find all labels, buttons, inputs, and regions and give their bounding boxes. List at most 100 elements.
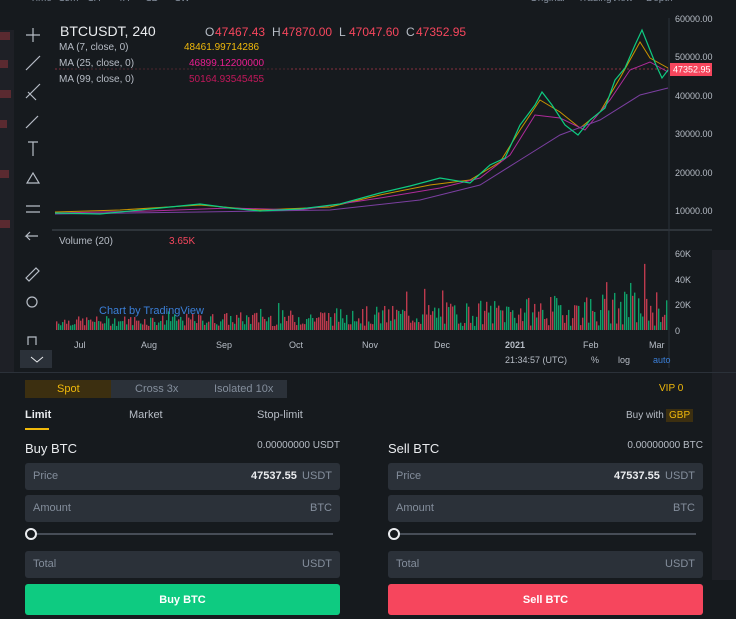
volume-bar xyxy=(612,299,614,330)
volume-bar xyxy=(134,317,136,330)
volume-bar xyxy=(388,309,390,330)
volume-bar xyxy=(510,312,512,330)
volume-bar xyxy=(82,318,84,330)
volume-bar xyxy=(410,322,412,330)
tab-bg2 xyxy=(111,380,287,398)
clock: 21:34:57 (UTC) xyxy=(505,355,568,365)
balance: 0.00000000 BTC xyxy=(627,440,703,451)
volume-bar xyxy=(328,312,330,330)
volume-bar xyxy=(650,305,652,330)
input-label: Total xyxy=(396,558,420,570)
volume-bar xyxy=(546,318,548,330)
volume-bar xyxy=(408,315,410,330)
volume-bar xyxy=(598,325,600,330)
input[interactable]: Price 47537.55 USDT xyxy=(388,463,703,490)
volume-bar xyxy=(228,324,230,330)
input[interactable]: Price 47537.55 USDT xyxy=(25,463,340,490)
volume-bar xyxy=(258,322,260,330)
volume-bar xyxy=(502,310,504,330)
volume-bar xyxy=(480,300,482,330)
tool-column xyxy=(22,18,52,368)
volume-bar xyxy=(226,313,228,330)
margin-tab[interactable]: Isolated 10x xyxy=(214,383,274,395)
volume-bar xyxy=(562,315,564,330)
interval[interactable]: 1D xyxy=(146,0,159,4)
interval[interactable]: Time xyxy=(30,0,52,4)
volume-bar xyxy=(188,317,190,330)
buy-with[interactable]: Buy with xyxy=(626,410,664,421)
volume-bar xyxy=(184,325,186,330)
watermark[interactable]: Chart by TradingView xyxy=(99,305,204,317)
volume-bar xyxy=(592,310,594,330)
volume-bar xyxy=(504,322,506,330)
button[interactable]: Buy BTC xyxy=(25,584,340,615)
volume-tick: 20K xyxy=(675,300,692,310)
input[interactable]: Total USDT xyxy=(388,551,703,578)
chart-control[interactable]: log xyxy=(618,355,631,365)
volume-bar xyxy=(630,282,632,330)
order-type[interactable]: Limit xyxy=(25,409,52,421)
volume-bar xyxy=(528,297,530,330)
volume-bar xyxy=(404,311,406,330)
volume-bar xyxy=(62,322,64,330)
volume-bar xyxy=(200,315,202,330)
volume-bar xyxy=(488,312,490,330)
volume-bar xyxy=(346,314,348,330)
volume-bar xyxy=(146,324,148,330)
volume-bar xyxy=(656,292,658,330)
order-type[interactable]: Stop-limit xyxy=(257,409,303,421)
volume-bar xyxy=(286,321,288,330)
volume-bar xyxy=(300,324,302,330)
volume-bar xyxy=(242,321,244,330)
volume-bar xyxy=(268,317,270,330)
button[interactable]: Sell BTC xyxy=(388,584,703,615)
volume-bar xyxy=(264,318,266,330)
volume-bar xyxy=(164,324,166,330)
interval[interactable]: 1H xyxy=(88,0,101,4)
price-line xyxy=(54,28,669,215)
volume-bar xyxy=(312,317,314,330)
tools[interactable] xyxy=(24,28,41,345)
slider-knob[interactable] xyxy=(25,528,37,540)
volume-bar xyxy=(626,294,628,330)
volume-bar xyxy=(118,321,120,330)
ohlc-key: C xyxy=(406,25,415,39)
volume-bar xyxy=(206,322,208,330)
volume-bar xyxy=(358,318,360,330)
interval[interactable]: 15m xyxy=(59,0,78,4)
view[interactable]: Original xyxy=(530,0,564,4)
price-tick: 10000.00 xyxy=(675,206,713,216)
chart-control[interactable]: auto xyxy=(653,355,671,365)
margin-tab[interactable]: Spot xyxy=(57,383,80,395)
volume-bar xyxy=(290,310,292,330)
volume-bar xyxy=(224,313,226,330)
input-unit: BTC xyxy=(310,502,332,514)
volume-bar xyxy=(326,320,328,330)
order-type[interactable]: Market xyxy=(129,409,163,421)
slider-knob[interactable] xyxy=(388,528,400,540)
volume-bar xyxy=(486,301,488,330)
chart-control[interactable]: % xyxy=(591,355,600,365)
interval[interactable]: 4H xyxy=(117,0,130,4)
view[interactable]: TradingView xyxy=(578,0,633,4)
volume-bar xyxy=(620,301,622,330)
volume-value: 3.65K xyxy=(169,236,196,247)
volume-bar xyxy=(646,298,648,330)
interval[interactable]: 1W xyxy=(175,0,190,4)
ma-label: MA (99, close, 0) xyxy=(59,74,135,85)
input[interactable]: Amount BTC xyxy=(388,495,703,522)
input-label: Amount xyxy=(396,502,434,514)
margin-tab[interactable]: Cross 3x xyxy=(135,383,179,395)
volume-bar xyxy=(100,321,102,330)
input-value: 47537.55 xyxy=(251,470,297,482)
volume-bar xyxy=(94,321,96,330)
volume-bar xyxy=(394,319,396,330)
view[interactable]: Depth xyxy=(646,0,673,4)
input[interactable]: Amount BTC xyxy=(25,495,340,522)
volume-bar xyxy=(76,319,78,330)
volume-bar xyxy=(414,322,416,330)
volume-bar xyxy=(344,322,346,330)
input[interactable]: Total USDT xyxy=(25,551,340,578)
volume-bar xyxy=(222,319,224,330)
collapse[interactable] xyxy=(20,350,54,368)
